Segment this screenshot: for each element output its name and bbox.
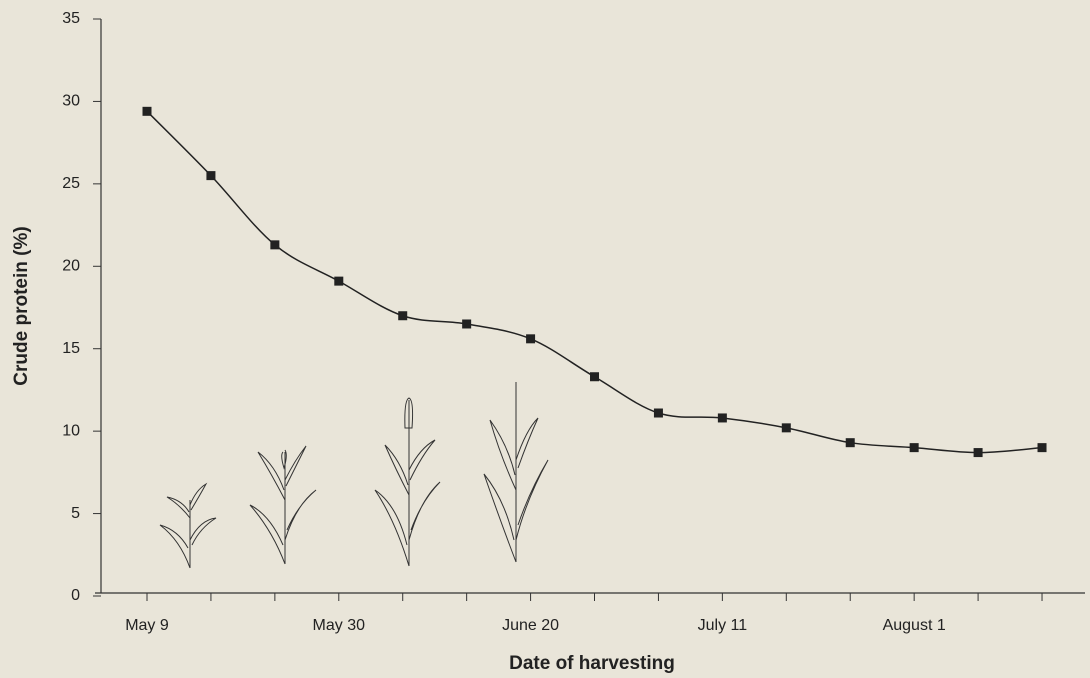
x-tick-label: June 20 xyxy=(502,617,559,634)
y-tick-label: 15 xyxy=(62,340,80,357)
marker xyxy=(270,240,279,249)
marker xyxy=(462,319,471,328)
background xyxy=(0,0,1090,678)
y-tick-label: 20 xyxy=(62,258,80,275)
marker xyxy=(590,372,599,381)
marker xyxy=(654,409,663,418)
marker xyxy=(974,448,983,457)
marker xyxy=(1038,443,1047,452)
x-tick-label: August 1 xyxy=(883,617,946,634)
marker xyxy=(846,438,855,447)
x-tick-label: May 30 xyxy=(313,617,366,634)
x-tick-label: May 9 xyxy=(125,617,169,634)
marker xyxy=(526,334,535,343)
chart: Crude protein (%) Date of harvesting 0 5 1… xyxy=(0,0,1090,678)
y-tick-label: 25 xyxy=(62,175,80,192)
y-tick-label: 35 xyxy=(62,10,80,27)
x-tick-label: July 11 xyxy=(698,617,748,634)
y-tick-label: 0 xyxy=(71,587,80,604)
x-axis-label: Date of harvesting xyxy=(509,653,675,674)
marker xyxy=(398,311,407,320)
marker xyxy=(910,443,919,452)
marker xyxy=(718,413,727,422)
y-tick-label: 5 xyxy=(71,505,80,522)
y-tick-label: 30 xyxy=(62,93,80,110)
marker xyxy=(334,277,343,286)
marker xyxy=(782,423,791,432)
y-axis-label: Crude protein (%) xyxy=(11,226,32,385)
marker xyxy=(143,107,152,116)
y-tick-label: 10 xyxy=(62,422,80,439)
marker xyxy=(206,171,215,180)
